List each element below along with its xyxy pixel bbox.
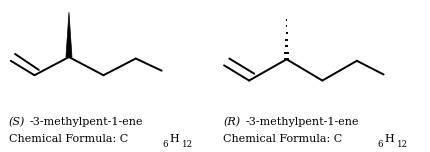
- Text: H: H: [383, 134, 393, 144]
- Polygon shape: [66, 12, 72, 57]
- Text: (S): (S): [9, 117, 25, 128]
- Text: 12: 12: [396, 140, 407, 149]
- Text: 12: 12: [182, 140, 193, 149]
- Text: 6: 6: [376, 140, 382, 149]
- Text: H: H: [169, 134, 179, 144]
- Text: (R): (R): [223, 117, 240, 128]
- Text: Chemical Formula: C: Chemical Formula: C: [223, 134, 342, 144]
- Text: Chemical Formula: C: Chemical Formula: C: [9, 134, 128, 144]
- Text: 6: 6: [162, 140, 168, 149]
- Text: -3-methylpent-1-ene: -3-methylpent-1-ene: [30, 117, 143, 127]
- Text: -3-methylpent-1-ene: -3-methylpent-1-ene: [245, 117, 358, 127]
